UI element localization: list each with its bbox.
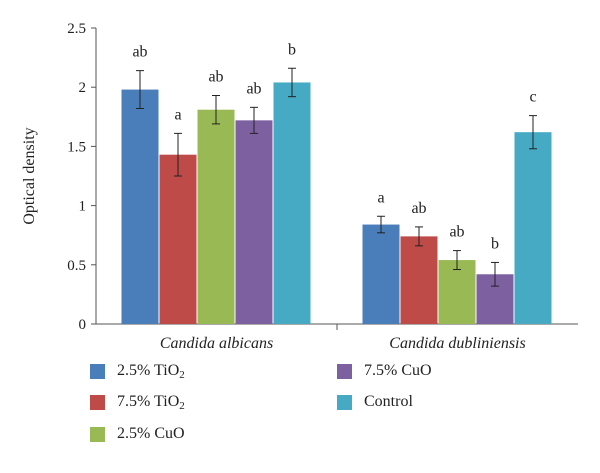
bar	[159, 154, 197, 324]
y-tick-label: 0	[79, 317, 87, 333]
y-tick-label: 2.5	[67, 21, 86, 37]
y-tick-label: 2	[79, 80, 87, 96]
y-axis-label: Optical density	[21, 127, 38, 224]
y-tick-label: 1.5	[67, 139, 86, 155]
bar	[235, 120, 273, 325]
category-label: Candida dubliniensis	[389, 335, 525, 352]
significance-letter: ab	[208, 68, 223, 85]
bar	[197, 109, 235, 324]
bar	[438, 260, 476, 324]
y-tick-label: 0.5	[67, 258, 86, 274]
bars	[121, 67, 552, 325]
significance-letter: c	[529, 89, 536, 106]
significance-letter: a	[174, 106, 181, 123]
bar	[362, 224, 400, 324]
bar	[121, 89, 159, 325]
bar	[273, 82, 311, 325]
significance-letter: ab	[132, 44, 147, 61]
significance-letter: b	[491, 235, 499, 252]
y-tick-label: 1	[79, 199, 87, 215]
significance-letter: ab	[449, 224, 464, 241]
bar	[400, 236, 438, 324]
significance-letter: ab	[246, 80, 261, 97]
significance-letter: ab	[411, 200, 426, 217]
labels: 0 0.5 1 1.5 2 2.5 ab a ab ab b Candida albicans a ab a…	[67, 21, 536, 352]
bar	[514, 132, 552, 324]
category-label: Candida albicans	[160, 335, 273, 352]
significance-letter: a	[377, 189, 384, 206]
significance-letter: b	[288, 41, 296, 58]
